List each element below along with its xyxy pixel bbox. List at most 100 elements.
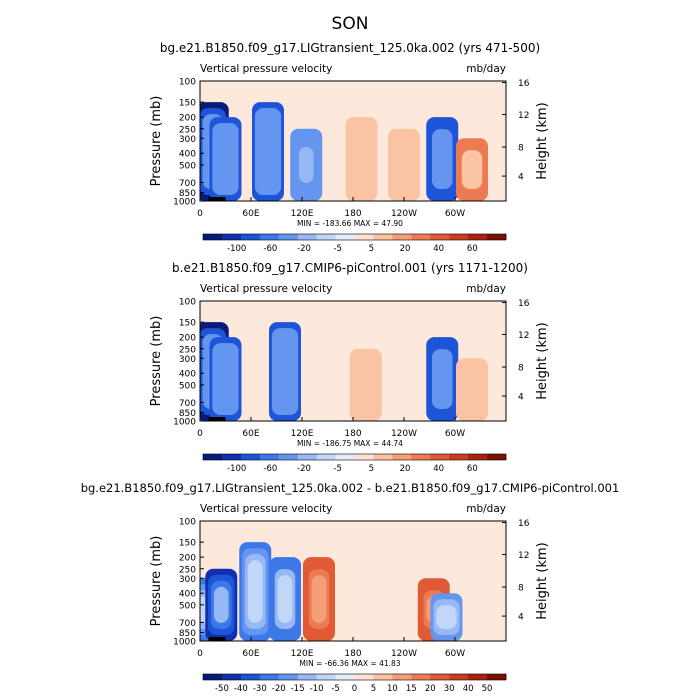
x-tick-label: 120E <box>291 209 314 219</box>
colorbar-swatch <box>259 234 280 240</box>
colorbar-swatch <box>316 454 336 460</box>
panel-1: bg.e21.B1850.f09_g17.LIGtransient_125.0k… <box>149 41 550 254</box>
colorbar-swatch <box>203 674 223 680</box>
y-axis-label: Pressure (mb) <box>149 536 164 627</box>
colorbar-swatch <box>278 674 298 680</box>
panel-subtitle-left: Vertical pressure velocity <box>200 283 332 295</box>
field-feature-2 <box>209 337 242 421</box>
colorbar-swatch <box>335 454 355 460</box>
contour-level <box>247 560 263 623</box>
contour-level <box>396 146 412 183</box>
colorbar-swatch <box>430 454 450 460</box>
colorbar-swatch <box>449 674 469 680</box>
panel-stats: MIN = -183.66 MAX = 47.90 <box>297 219 403 228</box>
field-feature-5 <box>345 117 378 201</box>
colorbar-swatch <box>373 454 393 460</box>
y-tick-label: 250 <box>179 345 196 355</box>
field-feature-2 <box>209 117 242 201</box>
contour-level <box>439 611 454 623</box>
colorbar-swatch <box>240 234 261 240</box>
field-feature-2 <box>205 568 238 641</box>
colorbar-label: 40 <box>463 684 474 694</box>
field-feature-3 <box>269 322 301 421</box>
colorbar-label: -20 <box>297 464 311 474</box>
colorbar-swatch <box>411 674 431 680</box>
colorbar-swatch <box>278 454 298 460</box>
contour-level <box>311 575 327 623</box>
colorbar-swatch <box>354 454 374 460</box>
right-tick-label: 16 <box>518 299 530 309</box>
colorbar-label: 5 <box>369 464 374 474</box>
colorbar-label: 20 <box>425 684 436 694</box>
colorbar-swatch <box>240 674 261 680</box>
field-feature-3 <box>239 542 272 641</box>
right-tick-label: 12 <box>518 111 529 121</box>
contour-level <box>260 120 276 183</box>
colorbar: -100 -60 -20 -5 5 20 40 60 <box>202 453 507 474</box>
colorbar-swatch <box>373 234 393 240</box>
colorbar-swatch <box>468 454 488 460</box>
field-feature-7 <box>430 593 463 641</box>
right-tick-label: 12 <box>518 551 529 561</box>
colorbar-label: 60 <box>467 244 478 254</box>
colorbar-swatch <box>335 674 355 680</box>
colorbar-label: 60 <box>467 464 478 474</box>
contour-level <box>218 135 233 183</box>
colorbar: -50 -40 -30 -20 -15 -10 -5 0 5 10 15 20 30 40 50 <box>202 673 507 694</box>
colorbar-swatch <box>468 234 488 240</box>
colorbar-frame <box>202 233 507 241</box>
y-tick-label: 400 <box>179 370 196 380</box>
x-tick-label: 0 <box>197 209 203 219</box>
plot-area <box>200 521 506 641</box>
topography <box>208 637 226 641</box>
y-tick-label: 200 <box>179 114 196 124</box>
panel-title: b.e21.B1850.f09_g17.CMIP6-piControl.001 … <box>172 261 528 275</box>
x-tick-label: 120W <box>391 429 417 439</box>
colorbar-label: 50 <box>482 684 493 694</box>
colorbar-label: 20 <box>400 244 411 254</box>
y-tick-label: 700 <box>179 179 196 189</box>
colorbar-swatch <box>487 454 507 460</box>
colorbar-swatch <box>297 674 317 680</box>
colorbar-swatch <box>297 234 317 240</box>
contour-level <box>464 156 480 183</box>
colorbar-label: -30 <box>253 684 267 694</box>
right-tick-label: 8 <box>518 144 524 154</box>
field-feature-4 <box>290 128 323 201</box>
panel-subtitle-left: Vertical pressure velocity <box>200 503 332 515</box>
contour-level <box>434 355 450 403</box>
x-tick-label: 120E <box>291 429 314 439</box>
y-tick-label: 1000 <box>173 198 196 208</box>
colorbar-swatch <box>468 674 488 680</box>
field-feature-6 <box>388 128 420 201</box>
colorbar-swatch <box>203 454 223 460</box>
y-tick-label: 700 <box>179 619 196 629</box>
panel-title: bg.e21.B1850.f09_g17.LIGtransient_125.0k… <box>160 41 540 55</box>
colorbar-swatch <box>411 454 431 460</box>
colorbar-label: -5 <box>333 464 341 474</box>
y-tick-label: 1000 <box>173 418 196 428</box>
y-tick-label: 500 <box>179 601 196 611</box>
colorbar-label: -20 <box>272 684 286 694</box>
colorbar-swatch <box>297 454 317 460</box>
y-tick-label: 150 <box>179 99 196 109</box>
y-tick-label: 850 <box>179 189 196 199</box>
right-tick-label: 4 <box>518 613 524 623</box>
y-tick-label: 250 <box>179 565 196 575</box>
colorbar-label: -5 <box>333 244 341 254</box>
colorbar-label: 30 <box>444 684 455 694</box>
right-axis-label: Height (km) <box>535 542 550 619</box>
y-tick-label: 850 <box>179 629 196 639</box>
colorbar-swatch <box>316 234 336 240</box>
colorbar-label: 20 <box>400 464 411 474</box>
y-tick-label: 500 <box>179 381 196 391</box>
right-tick-label: 4 <box>518 393 524 403</box>
y-tick-label: 300 <box>179 355 196 365</box>
right-axis-label: Height (km) <box>535 322 550 399</box>
x-tick-label: 60W <box>445 209 465 219</box>
colorbar-swatch <box>335 234 355 240</box>
colorbar-swatch <box>354 234 374 240</box>
contour-level <box>464 376 480 403</box>
y-tick-label: 850 <box>179 409 196 419</box>
